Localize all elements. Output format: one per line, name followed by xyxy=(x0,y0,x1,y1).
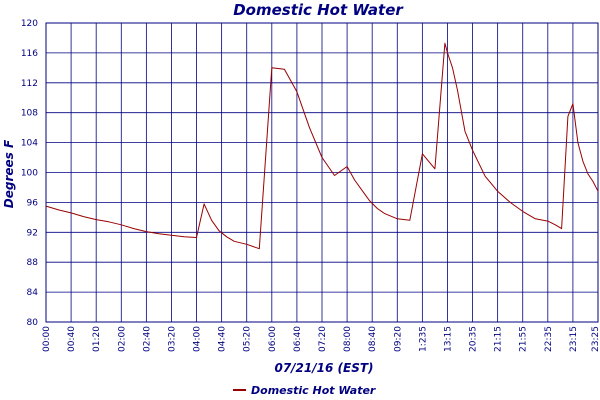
y-tick-label: 100 xyxy=(21,169,38,179)
x-tick-label: 20:35 xyxy=(469,326,479,352)
x-axis-label: 07/21/16 (EST) xyxy=(274,361,373,375)
x-tick-label: 04:40 xyxy=(218,326,228,352)
x-tick-label: 03:20 xyxy=(167,326,177,352)
y-tick-label: 84 xyxy=(27,288,39,298)
x-tick-label: 00:40 xyxy=(67,326,77,352)
x-tick-label: 09:20 xyxy=(393,326,403,352)
y-axis-label: Degrees F xyxy=(2,139,16,208)
series-line-0 xyxy=(45,42,599,250)
y-tick-label: 104 xyxy=(21,139,38,149)
x-tick-label: 23:15 xyxy=(569,326,579,352)
grid xyxy=(45,22,599,323)
x-tick-label: 05:20 xyxy=(243,326,253,352)
chart-title: Domestic Hot Water xyxy=(233,1,404,19)
y-tick-label: 96 xyxy=(27,198,39,208)
y-tick-label: 112 xyxy=(21,79,38,89)
x-tick-label: 08:00 xyxy=(343,326,353,352)
x-tick-label: 06:40 xyxy=(293,326,303,352)
y-tick-label: 116 xyxy=(21,49,38,59)
x-tick-label: 00:00 xyxy=(42,326,52,352)
x-tick-label: 02:00 xyxy=(117,326,127,352)
x-tick-label: 1:235 xyxy=(418,326,428,352)
y-tick-label: 120 xyxy=(21,19,38,29)
x-tick-label: 04:00 xyxy=(193,326,203,352)
legend: Domestic Hot Water xyxy=(233,384,376,397)
y-tick-label: 88 xyxy=(27,258,39,268)
x-tick-label: 08:40 xyxy=(368,326,378,352)
x-tick-label: 21:55 xyxy=(519,326,529,352)
y-tick-label: 92 xyxy=(27,228,38,238)
x-tick-label: 23:25 xyxy=(591,326,600,352)
y-axis-ticks: 80 84 88 92 96 100 104 108 112 116 120 xyxy=(21,19,38,328)
x-tick-label: 01:20 xyxy=(92,326,102,352)
x-tick-label: 07:20 xyxy=(318,326,328,352)
x-tick-label: 02:40 xyxy=(142,326,152,352)
x-tick-label: 21:15 xyxy=(494,326,504,352)
x-tick-label: 13:15 xyxy=(443,326,453,352)
legend-label: Domestic Hot Water xyxy=(251,384,376,397)
y-tick-label: 80 xyxy=(27,318,39,328)
series-layer xyxy=(45,42,599,250)
x-tick-label: 22:35 xyxy=(544,326,554,352)
y-tick-label: 108 xyxy=(21,109,38,119)
x-tick-label: 06:00 xyxy=(268,326,278,352)
x-axis-ticks: 00:00 00:40 01:20 02:00 02:40 03:20 04:00 04:40… xyxy=(42,326,600,352)
